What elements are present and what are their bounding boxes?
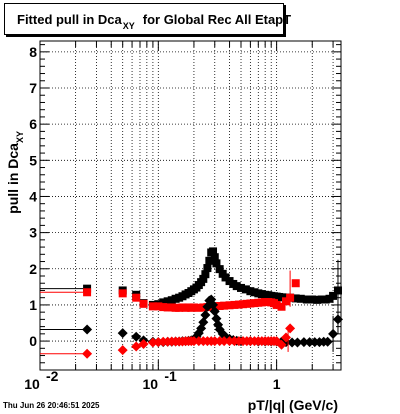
timestamp: Thu Jun 26 20:46:51 2025 xyxy=(3,401,100,410)
tick-labels: 0 1 2 3 4 5 6 7 8 10 -2 10 -1 1 xyxy=(24,44,281,392)
data-point xyxy=(209,306,220,317)
data-point xyxy=(131,331,142,342)
data-point xyxy=(118,289,127,298)
y-tick-label: 2 xyxy=(29,261,37,277)
series-0 xyxy=(40,247,342,309)
title-box: Fitted pull in DcaXY for Global Rec All E… xyxy=(4,3,291,35)
data-point xyxy=(117,345,128,356)
x-tick-label-exponent: -2 xyxy=(46,368,59,384)
data-point xyxy=(82,324,93,335)
data-point xyxy=(272,300,281,309)
title-main: Fitted pull in Dca xyxy=(17,12,122,27)
data-point xyxy=(203,264,212,273)
data-point xyxy=(189,303,198,312)
grid xyxy=(39,41,341,370)
data-point xyxy=(138,338,149,349)
data-point xyxy=(322,336,333,347)
data-point xyxy=(132,293,141,302)
plot-frame xyxy=(39,40,342,371)
data-point xyxy=(159,303,168,312)
data-point xyxy=(199,274,208,283)
data-point xyxy=(139,299,148,308)
series-1 xyxy=(40,279,300,312)
data-point xyxy=(313,295,322,304)
data-point xyxy=(205,256,214,265)
y-tick-label: 1 xyxy=(29,297,37,313)
x-tick-label: 10 xyxy=(24,376,40,392)
data-point xyxy=(219,336,230,347)
y-tick-label: 7 xyxy=(29,80,37,96)
data-point xyxy=(215,302,224,311)
x-axis-label: pT/|q| (GeV/c) xyxy=(248,397,338,413)
data-point xyxy=(291,294,300,303)
y-axis-label-subscript: XY xyxy=(15,131,25,143)
y-axis-label-main: pull in Dca xyxy=(5,143,21,214)
data-point xyxy=(277,302,286,311)
data-point xyxy=(215,265,224,274)
axes xyxy=(39,40,342,371)
data-point xyxy=(220,301,229,310)
data-point xyxy=(82,348,93,359)
y-tick-label: 5 xyxy=(29,152,37,168)
data-point xyxy=(246,299,255,308)
data-point xyxy=(304,337,315,348)
data-point xyxy=(209,247,218,256)
title-rest: for Global Rec All EtapT xyxy=(142,12,292,27)
data-point xyxy=(317,295,326,304)
series-3 xyxy=(40,323,296,359)
chart-title: Fitted pull in DcaXY for Global Rec All E… xyxy=(17,12,292,31)
x-tick-label-exponent: -1 xyxy=(164,368,177,384)
data-point xyxy=(298,337,309,348)
title-subscript: XY xyxy=(122,21,135,31)
data-point xyxy=(200,310,211,321)
data-point xyxy=(147,337,158,348)
data-point xyxy=(291,279,300,288)
data-point xyxy=(163,297,172,306)
data-point xyxy=(201,270,210,279)
data-point xyxy=(194,303,203,312)
data-point xyxy=(225,301,234,310)
data-point xyxy=(154,302,163,311)
x-tick-label: 1 xyxy=(273,376,281,392)
x-tick-label: 10 xyxy=(143,376,159,392)
data-point xyxy=(296,294,305,303)
data-point xyxy=(163,303,172,312)
data-point xyxy=(117,328,128,339)
data-point xyxy=(234,300,243,309)
data-point xyxy=(302,295,311,304)
data-point xyxy=(148,302,157,311)
data-point xyxy=(83,288,92,297)
data-point xyxy=(237,283,246,292)
marks xyxy=(40,247,343,359)
ticks xyxy=(39,41,341,371)
y-tick-label: 3 xyxy=(29,225,37,241)
data-point xyxy=(285,323,296,334)
y-tick-label: 4 xyxy=(29,188,37,204)
data-point xyxy=(329,291,338,300)
data-point xyxy=(230,300,239,309)
y-tick-label: 6 xyxy=(29,116,37,132)
data-point xyxy=(159,298,168,307)
data-point xyxy=(292,337,303,348)
data-point xyxy=(221,273,230,282)
data-point xyxy=(246,287,255,296)
y-tick-label: 8 xyxy=(29,44,37,60)
data-point xyxy=(276,339,287,350)
data-point xyxy=(281,297,290,306)
data-point xyxy=(232,282,241,291)
y-axis-label: pull in DcaXY xyxy=(5,131,25,214)
y-tick-label: 0 xyxy=(29,333,37,349)
data-point xyxy=(210,253,219,262)
data-point xyxy=(241,285,250,294)
data-point xyxy=(308,295,317,304)
data-point xyxy=(287,337,298,348)
data-point xyxy=(198,317,209,328)
data-point xyxy=(212,259,221,268)
